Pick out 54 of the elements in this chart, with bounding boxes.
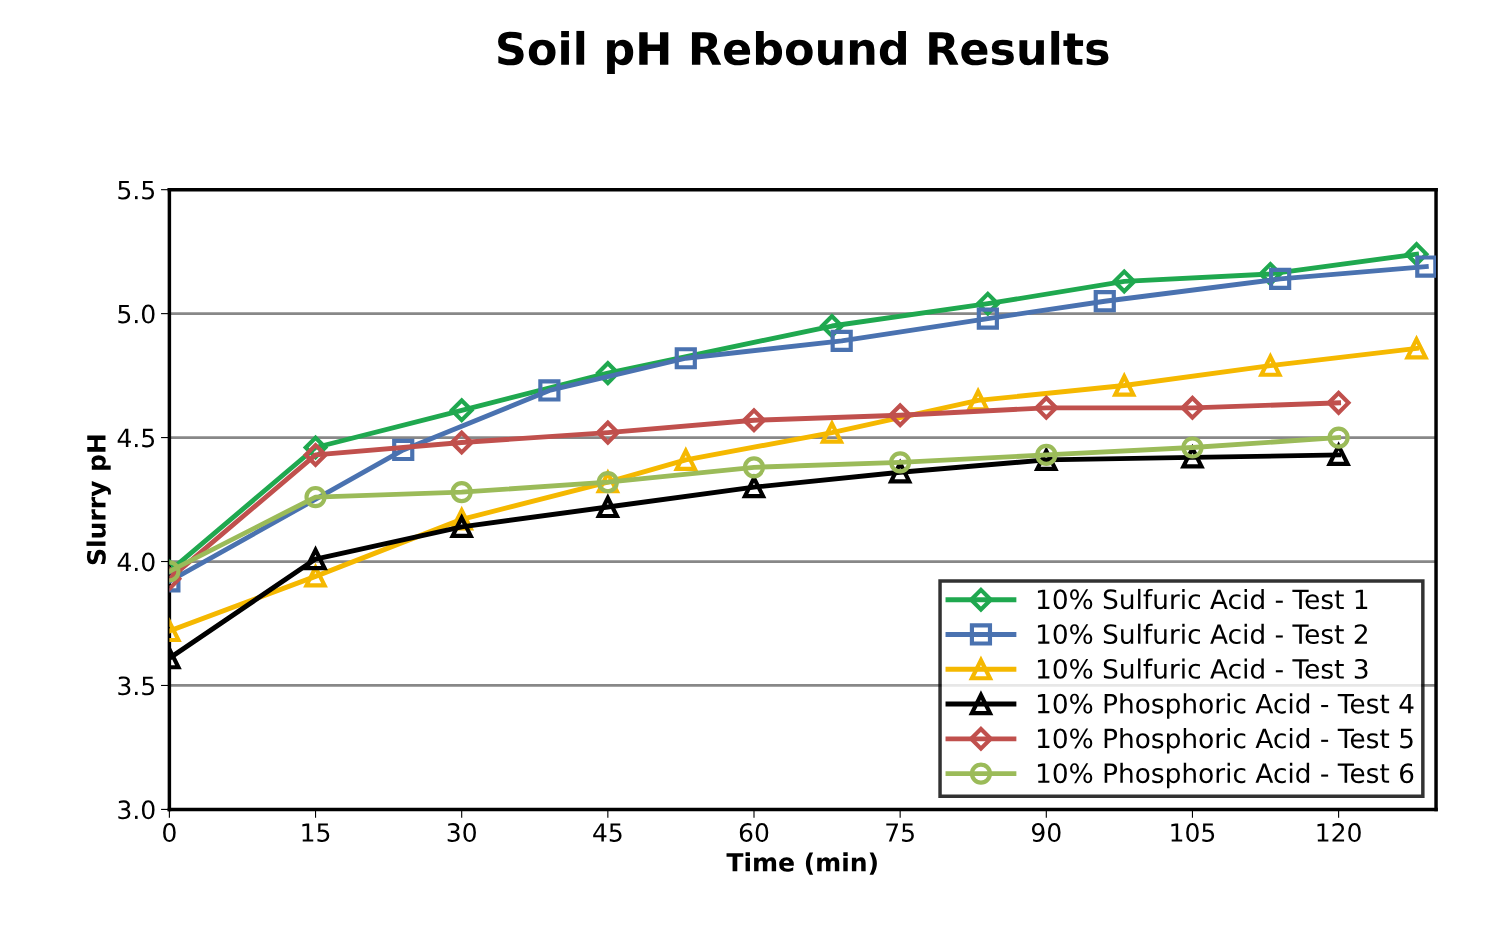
legend-label: 10% Phosphoric Acid - Test 6 [1037, 762, 1414, 789]
point [1034, 395, 1059, 420]
y-tick-label: 3.0 [118, 800, 155, 820]
x-tick-label: 120 [1317, 823, 1361, 842]
point [830, 329, 853, 353]
x-axis-title: Time (min) [726, 852, 877, 875]
point [673, 446, 698, 471]
legend-label: 10% Sulfuric Acid - Test 1 [1037, 588, 1368, 610]
point [1181, 436, 1204, 459]
point [742, 456, 766, 479]
x-tick-label: 75 [886, 823, 914, 842]
point [449, 430, 474, 455]
point [820, 421, 844, 444]
point [1035, 443, 1058, 467]
point [1258, 352, 1283, 377]
point [450, 480, 473, 504]
point [538, 379, 561, 402]
x-tick-label: 105 [1171, 823, 1215, 842]
y-axis-title: Slurry pH [86, 435, 111, 565]
point [1112, 269, 1137, 294]
x-tick-label: 60 [739, 823, 769, 842]
point [304, 485, 327, 509]
legend-label: 10% Phosphoric Acid - Test 4 [1037, 693, 1414, 719]
x-tick-label: 15 [302, 823, 330, 842]
point [1326, 390, 1351, 415]
point [595, 420, 620, 445]
point [742, 408, 766, 433]
point [1415, 255, 1437, 278]
point [889, 451, 912, 474]
x-tick-label: 90 [1031, 823, 1061, 842]
point [449, 513, 474, 538]
x-tick-label: 45 [593, 823, 622, 842]
point [888, 403, 913, 428]
point [595, 493, 621, 519]
y-tick-label: 4.0 [117, 552, 155, 572]
point [976, 307, 999, 330]
y-tick-label: 3.5 [118, 676, 155, 696]
point [449, 398, 474, 423]
chart-title: Soil pH Rebound Results [498, 30, 1109, 74]
legend-label: 10% Phosphoric Acid - Test 5 [1037, 727, 1413, 754]
point [1327, 426, 1350, 449]
point [1180, 395, 1205, 420]
point [674, 347, 697, 370]
legend-label: 10% Sulfuric Acid - Test 2 [1037, 623, 1367, 645]
y-tick-label: 5.0 [118, 304, 155, 324]
x-tick-label: 30 [447, 823, 476, 842]
point [303, 443, 328, 467]
point [1093, 290, 1116, 313]
legend-label: 10% Sulfuric Acid - Test 3 [1037, 658, 1368, 679]
point [303, 545, 328, 571]
y-tick-label: 4.5 [117, 428, 155, 448]
x-tick-label: 0 [163, 823, 176, 842]
point [1269, 267, 1292, 291]
y-tick-label: 5.5 [118, 180, 155, 200]
